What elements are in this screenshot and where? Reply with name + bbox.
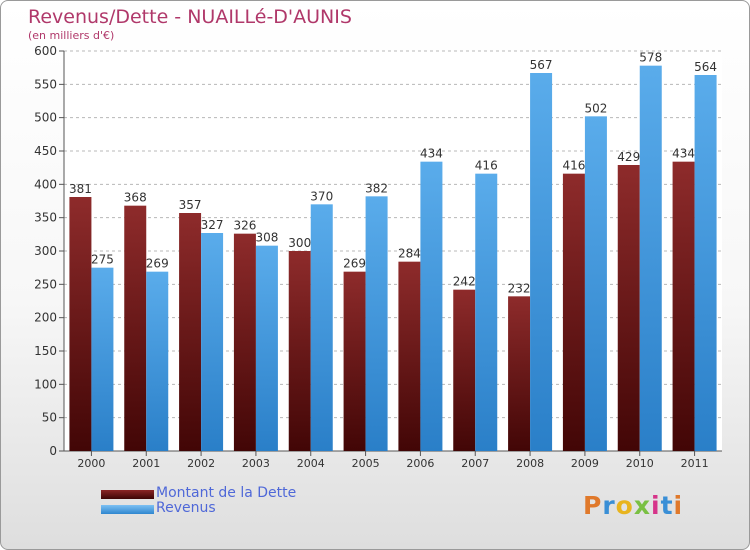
legend-swatch-debt	[101, 490, 154, 499]
data-label-revenue: 416	[475, 159, 498, 173]
chart-title: Revenus/Dette - NUAILLé-D'AUNIS	[28, 6, 352, 28]
x-tick-label: 2006	[406, 457, 434, 470]
logo-letter: x	[633, 491, 651, 520]
legend-label-revenue: Revenus	[156, 500, 216, 516]
data-label-debt: 284	[398, 247, 421, 261]
proxiti-logo: Proxiti	[583, 491, 683, 520]
y-tick-label: 350	[34, 211, 57, 225]
bar-debt	[124, 205, 147, 451]
bar-revenue	[584, 116, 607, 451]
logo-letter: P	[583, 491, 603, 520]
data-label-revenue: 308	[255, 231, 278, 245]
data-label-revenue: 578	[639, 51, 662, 65]
x-tick-label: 2000	[77, 457, 105, 470]
chart-subtitle: (en milliers d'€)	[28, 29, 115, 42]
bar-debt	[453, 289, 476, 451]
data-label-debt: 429	[617, 150, 640, 164]
bar-debt	[508, 296, 531, 451]
data-label-debt: 368	[124, 191, 147, 205]
bar-revenue	[310, 204, 333, 451]
y-tick-label: 450	[34, 144, 57, 158]
logo-letter: i	[673, 491, 684, 520]
bar-debt	[617, 165, 640, 451]
x-tick-label: 2009	[571, 457, 599, 470]
logo-letter: r	[602, 491, 616, 520]
y-tick-label: 50	[42, 411, 57, 425]
bar-debt	[343, 271, 366, 451]
bar-debt	[179, 213, 202, 451]
data-label-revenue: 567	[530, 58, 553, 72]
bar-debt	[672, 161, 695, 451]
bar-debt	[288, 251, 311, 451]
data-label-debt: 416	[562, 159, 585, 173]
bar-revenue	[365, 196, 388, 451]
bar-debt	[562, 173, 585, 451]
data-label-revenue: 327	[201, 218, 224, 232]
data-label-debt: 269	[343, 257, 366, 271]
logo-letter: o	[615, 491, 634, 520]
data-label-debt: 381	[69, 182, 92, 196]
y-tick-label: 200	[34, 311, 57, 325]
y-tick-label: 600	[34, 44, 57, 58]
y-tick-label: 550	[34, 77, 57, 91]
x-tick-label: 2004	[297, 457, 325, 470]
bar-revenue	[639, 65, 662, 452]
data-label-revenue: 275	[91, 253, 114, 267]
data-label-debt: 242	[453, 275, 476, 289]
bar-revenue	[255, 245, 278, 451]
x-tick-label: 2010	[626, 457, 654, 470]
y-tick-label: 400	[34, 177, 57, 191]
bar-debt	[398, 261, 421, 451]
bar-revenue	[91, 267, 114, 451]
bar-revenue	[530, 73, 553, 451]
x-tick-label: 2001	[132, 457, 160, 470]
data-label-revenue: 370	[310, 189, 333, 203]
bar-revenue	[420, 161, 443, 451]
legend-swatch-revenue	[101, 505, 154, 514]
data-label-debt: 232	[508, 281, 531, 295]
bar-debt	[69, 197, 92, 451]
data-label-revenue: 502	[584, 101, 607, 115]
y-tick-label: 500	[34, 111, 57, 125]
x-tick-label: 2003	[242, 457, 270, 470]
data-label-debt: 300	[288, 236, 311, 250]
data-label-debt: 434	[672, 147, 695, 161]
x-tick-label: 2008	[516, 457, 544, 470]
y-tick-label: 0	[49, 444, 57, 458]
data-label-debt: 326	[233, 219, 256, 233]
x-tick-label: 2002	[187, 457, 215, 470]
y-tick-label: 250	[34, 277, 57, 291]
logo-letter: i	[651, 491, 661, 520]
data-label-revenue: 564	[694, 60, 717, 74]
bar-debt	[233, 233, 256, 451]
y-tick-label: 150	[34, 344, 57, 358]
data-label-debt: 357	[179, 198, 202, 212]
x-tick-label: 2011	[681, 457, 709, 470]
logo-letter: t	[660, 491, 674, 520]
x-tick-label: 2005	[352, 457, 380, 470]
y-tick-label: 100	[34, 377, 57, 391]
legend-label-debt: Montant de la Dette	[156, 485, 297, 501]
y-tick-label: 300	[34, 244, 57, 258]
bar-revenue	[201, 233, 224, 451]
data-label-revenue: 434	[420, 147, 443, 161]
bar-revenue	[475, 173, 498, 451]
data-label-revenue: 269	[146, 257, 169, 271]
bar-revenue	[694, 75, 717, 451]
data-label-revenue: 382	[365, 181, 388, 195]
bar-revenue	[146, 271, 169, 451]
x-tick-label: 2007	[461, 457, 489, 470]
